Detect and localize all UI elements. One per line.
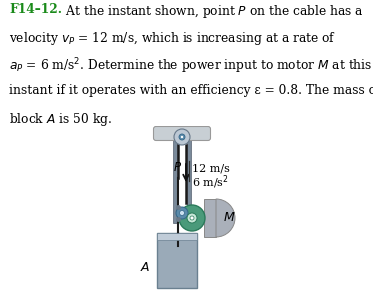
Circle shape <box>174 129 190 145</box>
Wedge shape <box>216 199 235 237</box>
Circle shape <box>179 205 205 231</box>
Text: $P$: $P$ <box>173 161 182 174</box>
Text: block $A$ is 50 kg.: block $A$ is 50 kg. <box>9 111 113 128</box>
Text: At the instant shown, point $P$ on the cable has a: At the instant shown, point $P$ on the c… <box>58 3 364 20</box>
Text: $M$: $M$ <box>223 212 235 224</box>
Text: $a_P$ = 6 m/s$^2$. Determine the power input to motor $M$ at this: $a_P$ = 6 m/s$^2$. Determine the power i… <box>9 57 373 76</box>
Circle shape <box>187 213 197 223</box>
Text: 6 m/s$^2$: 6 m/s$^2$ <box>192 173 229 190</box>
FancyBboxPatch shape <box>204 199 216 237</box>
Text: F14–12.: F14–12. <box>9 3 62 16</box>
Circle shape <box>190 216 194 220</box>
Circle shape <box>179 210 185 215</box>
FancyBboxPatch shape <box>157 233 197 288</box>
FancyBboxPatch shape <box>154 127 210 140</box>
Circle shape <box>181 136 183 138</box>
Text: instant if it operates with an efficiency ε = 0.8. The mass of: instant if it operates with an efficienc… <box>9 84 373 97</box>
Text: 12 m/s: 12 m/s <box>192 164 230 174</box>
Text: $A$: $A$ <box>140 261 150 275</box>
FancyBboxPatch shape <box>187 138 191 223</box>
FancyBboxPatch shape <box>157 233 197 240</box>
Circle shape <box>179 134 185 140</box>
Circle shape <box>176 207 188 219</box>
FancyBboxPatch shape <box>173 138 177 223</box>
Text: velocity $v_P$ = 12 m/s, which is increasing at a rate of: velocity $v_P$ = 12 m/s, which is increa… <box>9 30 336 47</box>
